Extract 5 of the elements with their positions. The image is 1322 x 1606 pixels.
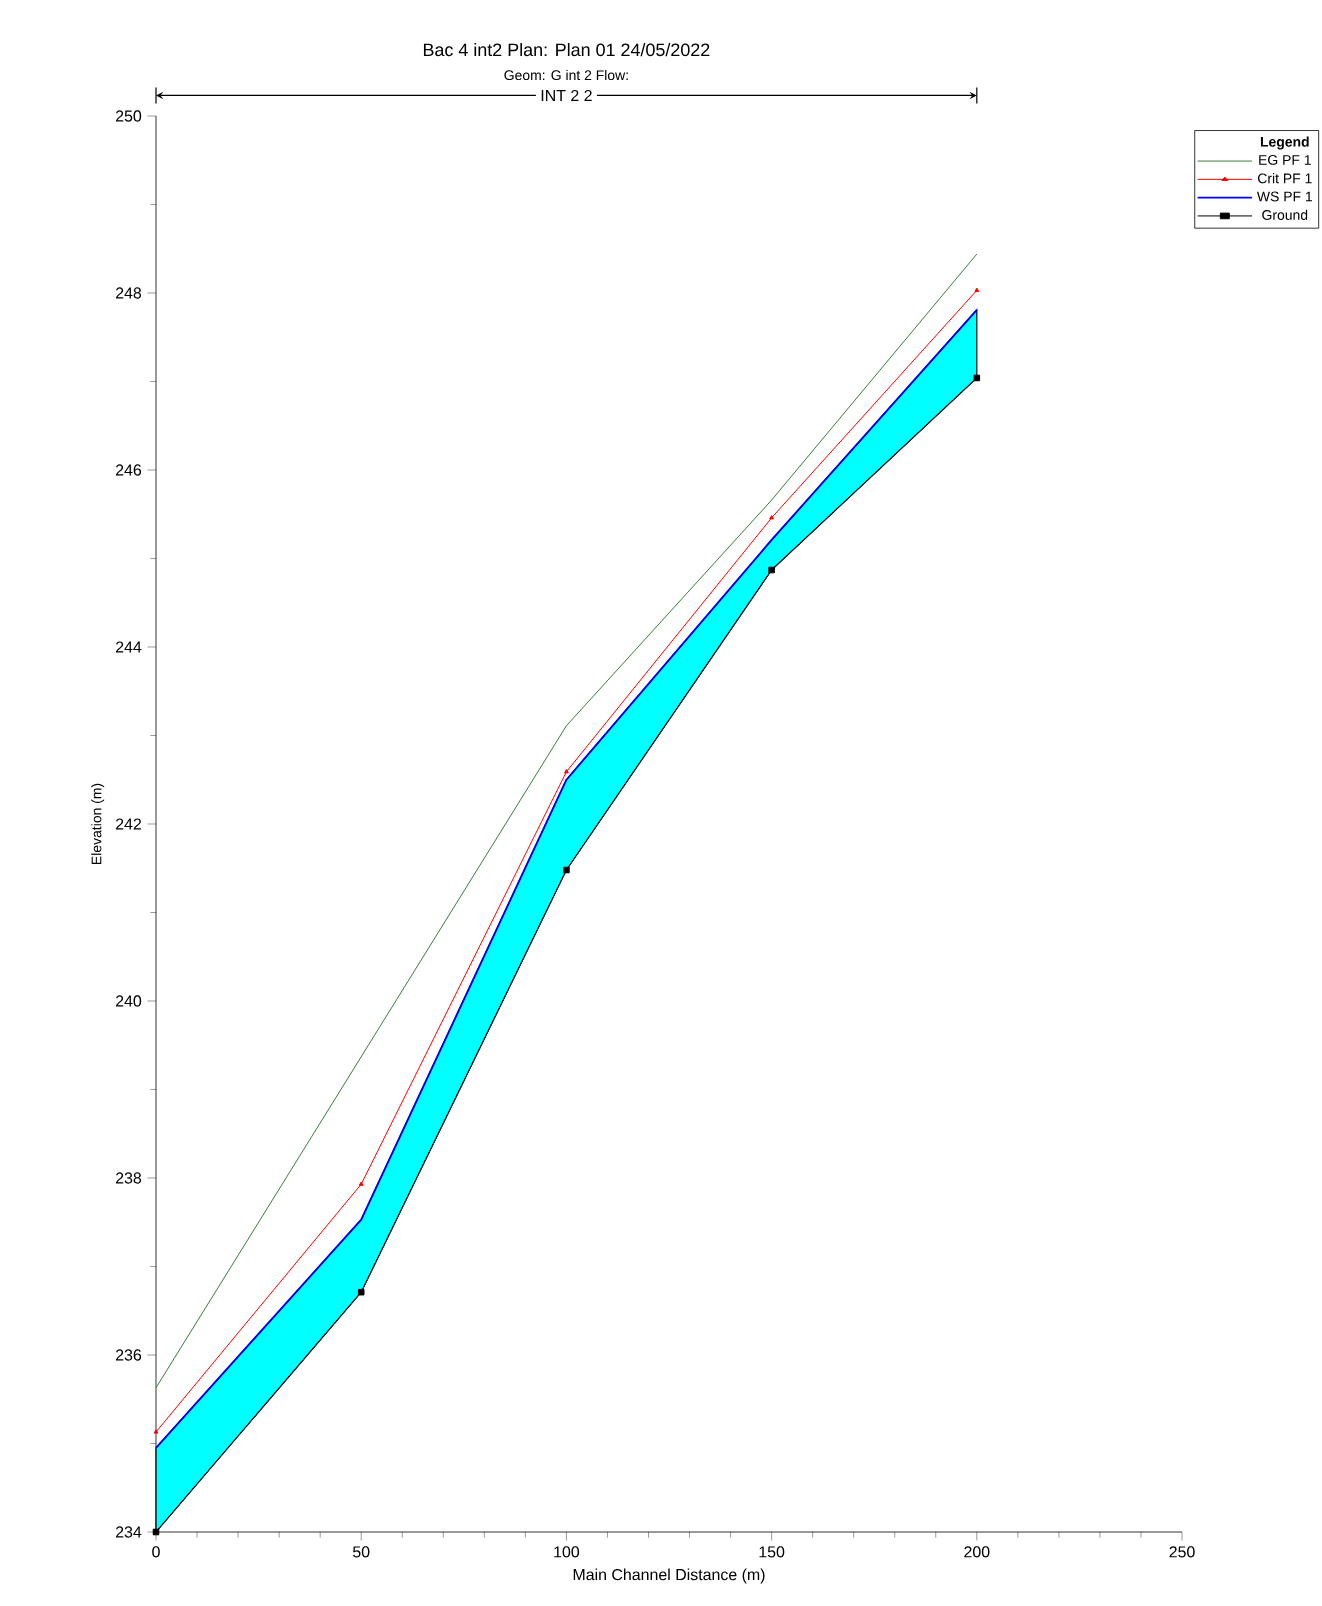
chart-title: Bac 4 int2 Plan: Plan 01 24/05/2022 [423, 42, 710, 57]
point [768, 566, 775, 574]
point [357, 1288, 365, 1296]
point [973, 374, 981, 382]
point [563, 866, 570, 874]
